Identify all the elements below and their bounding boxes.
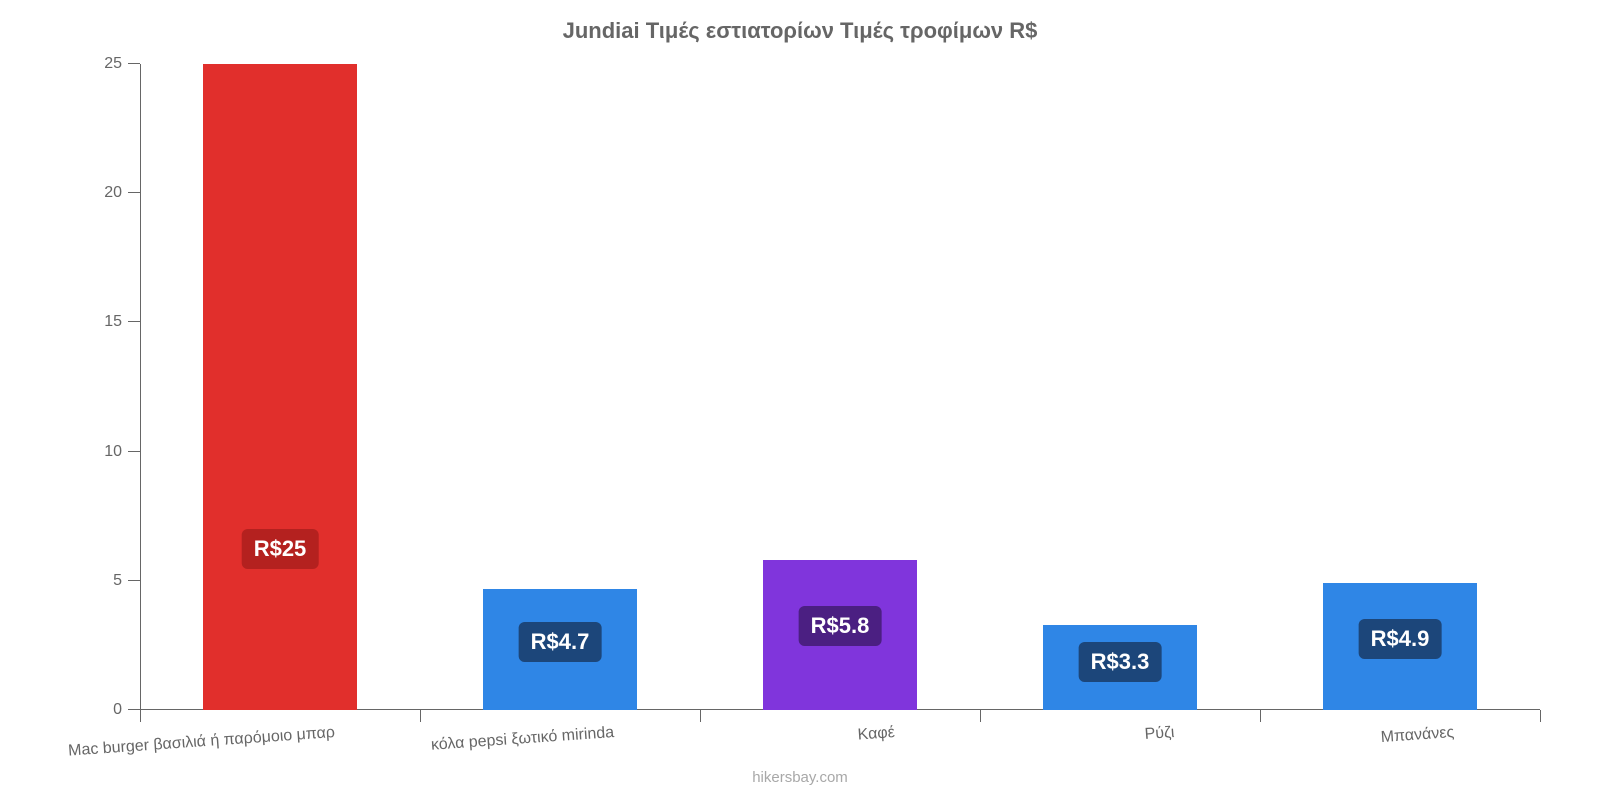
y-tick-label: 10 <box>104 443 140 461</box>
y-tick-label: 5 <box>113 572 140 590</box>
y-tick-label: 15 <box>104 313 140 331</box>
x-tick-label: κόλα pepsi ξωτικό mirinda <box>431 724 615 755</box>
x-tick <box>140 710 141 722</box>
value-badge: R$4.9 <box>1359 619 1442 659</box>
x-tick-label: Ρύζι <box>1144 724 1175 744</box>
value-badge: R$4.7 <box>519 622 602 662</box>
value-badge: R$25 <box>242 529 319 569</box>
y-tick-label: 20 <box>104 184 140 202</box>
value-badge: R$3.3 <box>1079 642 1162 682</box>
bars-layer: R$25 R$4.7 R$5.8 R$3.3 R$4.9 <box>140 64 1540 710</box>
x-tick <box>700 710 701 722</box>
attribution: hikersbay.com <box>752 769 848 786</box>
y-tick-label: 25 <box>104 55 140 73</box>
bar <box>203 64 357 710</box>
x-tick-label: Mac burger βασιλιά ή παρόμοιο μπαρ <box>67 724 335 761</box>
value-badge: R$5.8 <box>799 606 882 646</box>
x-tick-label: Καφέ <box>857 724 895 745</box>
plot-area: R$25R$4.7R$5.8R$3.3R$4.9 0510152025Mac b… <box>140 64 1540 710</box>
x-tick <box>980 710 981 722</box>
chart-title: Jundiai Τιμές εστιατορίων Τιμές τροφίμων… <box>0 0 1600 44</box>
chart-container: Jundiai Τιμές εστιατορίων Τιμές τροφίμων… <box>0 0 1600 800</box>
x-tick-label: Μπανάνες <box>1381 724 1456 747</box>
y-tick-label: 0 <box>113 701 140 719</box>
x-tick <box>1260 710 1261 722</box>
x-tick <box>1540 710 1541 722</box>
x-tick <box>420 710 421 722</box>
